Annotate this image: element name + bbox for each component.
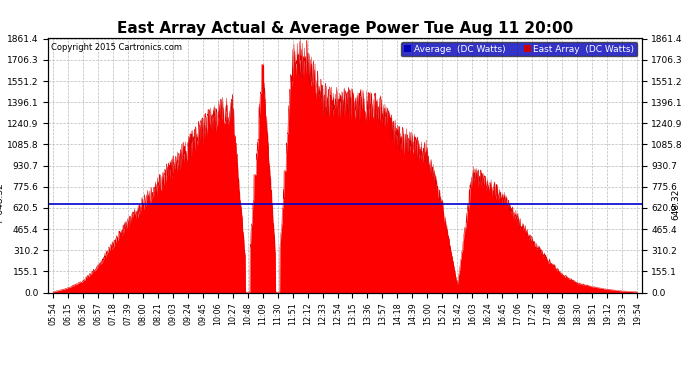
Text: + 648.32: + 648.32 (0, 183, 5, 225)
Text: Copyright 2015 Cartronics.com: Copyright 2015 Cartronics.com (51, 43, 182, 52)
Text: 648.32: 648.32 (671, 189, 680, 220)
Legend: Average  (DC Watts), East Array  (DC Watts): Average (DC Watts), East Array (DC Watts… (401, 42, 637, 56)
Title: East Array Actual & Average Power Tue Aug 11 20:00: East Array Actual & Average Power Tue Au… (117, 21, 573, 36)
